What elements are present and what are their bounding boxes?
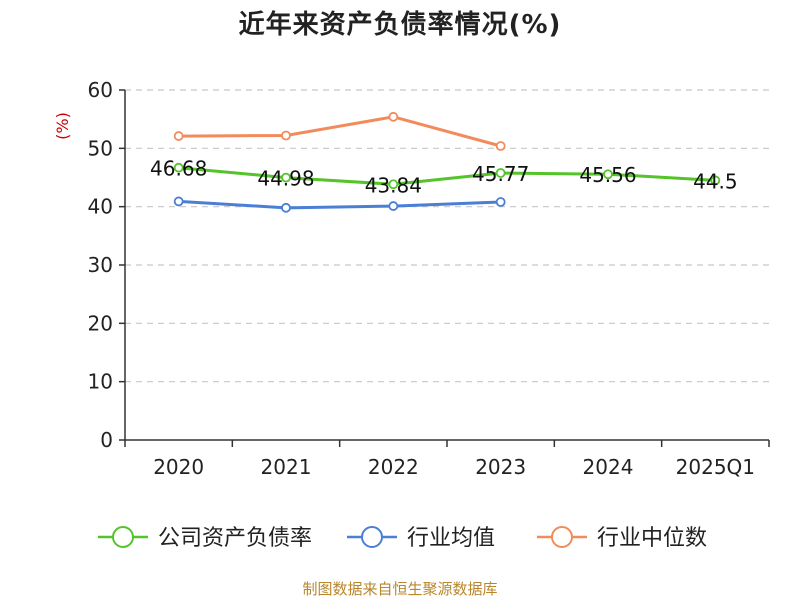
data-point xyxy=(388,179,399,190)
data-label: 44.98 xyxy=(257,167,314,191)
data-label: 43.84 xyxy=(365,173,422,197)
legend-marker xyxy=(361,526,383,548)
chart-title: 近年来资产负债率情况(%) xyxy=(238,10,562,40)
series-line-0 xyxy=(178,166,716,186)
legend-label: 行业均值 xyxy=(407,526,495,551)
y-tick-label: 50 xyxy=(88,136,113,160)
data-label: 45.77 xyxy=(472,162,529,186)
x-tick-labels: 2020 2021 2022 2023 2024 2025Q1 xyxy=(153,455,755,479)
legend-marker xyxy=(112,526,134,548)
axes xyxy=(119,89,770,447)
data-point xyxy=(495,141,506,151)
x-tick-label: 2023 xyxy=(475,455,526,479)
y-tick-label: 40 xyxy=(88,195,113,219)
data-point xyxy=(173,196,184,207)
y-tick-label: 20 xyxy=(88,311,113,335)
data-point xyxy=(710,175,721,186)
y-tick-label: 60 xyxy=(88,78,113,102)
legend-label: 行业中位数 xyxy=(597,526,707,551)
data-point xyxy=(495,168,506,178)
y-tick-labels: 0 10 20 30 40 50 60 xyxy=(88,78,113,452)
data-point xyxy=(173,162,184,173)
grid-lines xyxy=(125,89,769,383)
y-axis-label: (%) xyxy=(53,112,72,140)
data-labels: 46.68 44.98 43.84 45.77 45.56 44.5 xyxy=(150,157,738,198)
data-point xyxy=(281,130,291,141)
y-tick-label: 30 xyxy=(88,253,113,277)
data-label: 44.5 xyxy=(693,169,738,193)
series-lines xyxy=(173,111,721,213)
legend-marker xyxy=(551,526,573,548)
data-point xyxy=(495,197,506,207)
x-tick-label: 2022 xyxy=(368,455,419,479)
legend: 公司资产负债率 行业均值 行业中位数 xyxy=(98,526,707,551)
y-tick-label: 0 xyxy=(100,428,113,452)
x-tick-label: 2020 xyxy=(153,455,204,479)
data-source-note: 制图数据来自恒生聚源数据库 xyxy=(302,580,498,598)
x-tick-label: 2021 xyxy=(261,455,312,479)
data-point xyxy=(603,169,613,180)
series-line-1 xyxy=(178,199,501,210)
data-label: 45.56 xyxy=(579,163,636,187)
data-point xyxy=(281,202,291,213)
y-tick-label: 10 xyxy=(88,370,113,394)
x-tick-label: 2025Q1 xyxy=(676,455,755,479)
data-point xyxy=(388,111,399,122)
data-label: 46.68 xyxy=(150,157,207,181)
data-point xyxy=(281,172,291,183)
data-point xyxy=(388,201,399,211)
legend-label: 公司资产负债率 xyxy=(158,526,312,551)
data-point xyxy=(173,131,184,141)
x-tick-label: 2024 xyxy=(583,455,634,479)
series-line-2 xyxy=(178,115,502,148)
